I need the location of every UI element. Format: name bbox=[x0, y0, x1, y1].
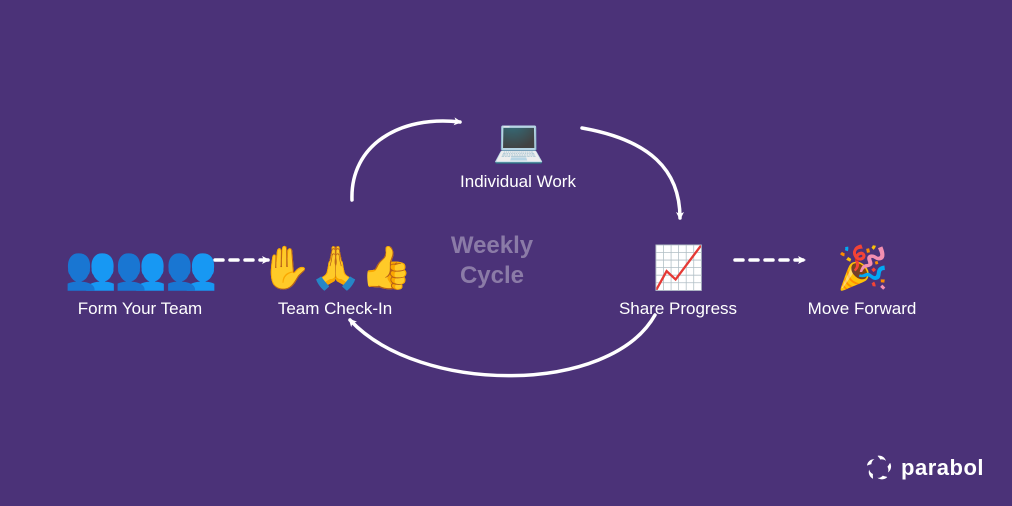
node-individual-icon: 💻 bbox=[460, 120, 576, 162]
arrow-a4 bbox=[350, 315, 655, 376]
cycle-center-line2: Cycle bbox=[451, 261, 533, 291]
node-share-label: Share Progress bbox=[619, 299, 737, 319]
node-forward-label: Move Forward bbox=[808, 299, 917, 319]
brand-icon bbox=[865, 454, 893, 482]
node-checkin-label: Team Check-In bbox=[260, 299, 411, 319]
diagram-canvas: 👥👥👥 Form Your Team ✋🙏👍 Team Check-In 💻 Indivi… bbox=[0, 0, 1012, 506]
node-checkin: ✋🙏👍 Team Check-In bbox=[260, 247, 411, 319]
node-form-team: 👥👥👥 Form Your Team bbox=[65, 247, 216, 319]
node-individual: 💻 Individual Work bbox=[460, 120, 576, 192]
node-forward-icon: 🎉 bbox=[808, 247, 917, 289]
cycle-center-line1: Weekly bbox=[451, 231, 533, 261]
arrow-a2 bbox=[352, 121, 460, 200]
node-share: 📈 Share Progress bbox=[619, 247, 737, 319]
node-forward: 🎉 Move Forward bbox=[808, 247, 917, 319]
node-share-icon: 📈 bbox=[619, 247, 737, 289]
brand-logo: parabol bbox=[865, 454, 984, 482]
node-form-team-label: Form Your Team bbox=[65, 299, 216, 319]
node-form-team-icon: 👥👥👥 bbox=[65, 247, 216, 289]
arrow-a3 bbox=[582, 128, 680, 218]
brand-name: parabol bbox=[901, 455, 984, 481]
cycle-center-label: Weekly Cycle bbox=[451, 231, 533, 291]
node-checkin-icon: ✋🙏👍 bbox=[260, 247, 411, 289]
node-individual-label: Individual Work bbox=[460, 172, 576, 192]
